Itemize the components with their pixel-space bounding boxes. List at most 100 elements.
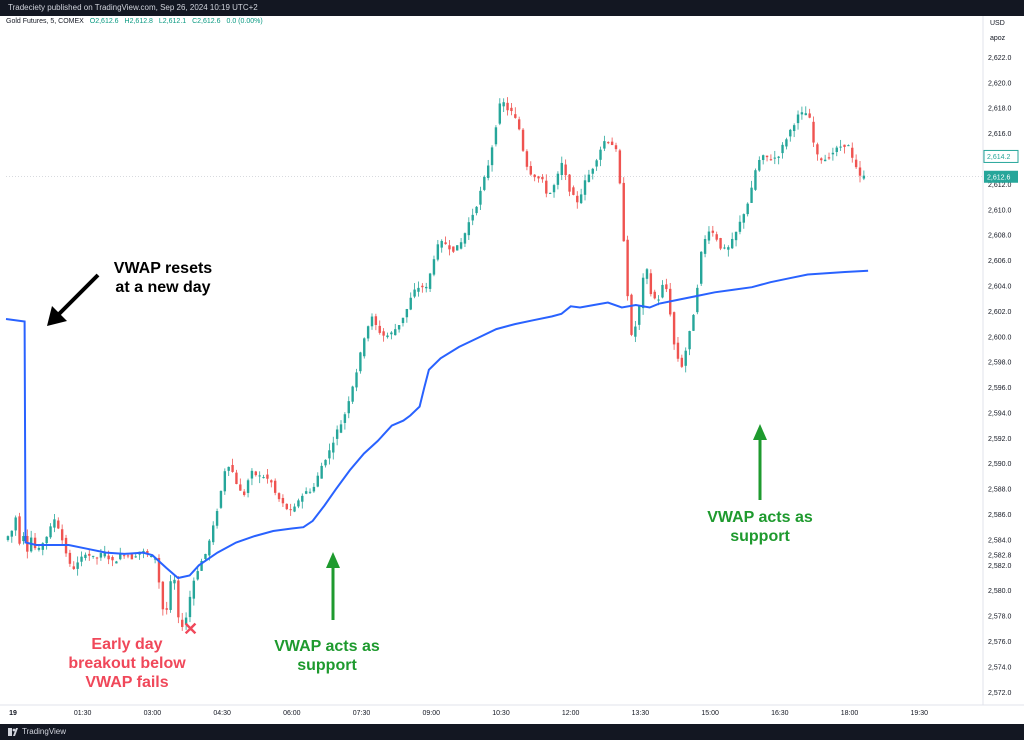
- candle-body: [529, 166, 532, 175]
- candle-body: [72, 566, 75, 570]
- candle-body: [792, 125, 796, 132]
- candle-body: [374, 316, 378, 325]
- candle-body: [277, 493, 281, 500]
- symbol-name: Gold Futures, 5, COMEX: [6, 18, 84, 25]
- candle-body: [91, 555, 95, 557]
- price-tick-label: 2,574.0: [988, 664, 1011, 671]
- candle-body: [37, 547, 41, 550]
- candle-body: [111, 556, 114, 561]
- candle-body: [843, 144, 846, 147]
- candle-body: [76, 562, 79, 569]
- footer-brand: TradingView: [22, 727, 67, 736]
- candle-body: [533, 174, 536, 178]
- black-arrow-shaft: [56, 273, 100, 317]
- candle-body: [614, 145, 618, 150]
- candle-body: [835, 147, 838, 153]
- legend-change: 0.0 (0.00%): [226, 18, 263, 25]
- time-tick-label: 06:00: [283, 710, 301, 717]
- candle-body: [177, 580, 180, 618]
- publish-bar: Tradeciety published on TradingView.com,…: [0, 0, 1024, 16]
- time-tick-label: 13:30: [632, 710, 650, 717]
- candle-body: [254, 471, 258, 476]
- candle-body: [239, 484, 242, 491]
- time-tick-label: 04:30: [213, 710, 231, 717]
- price-tick-label: 2,586.0: [988, 512, 1011, 519]
- candle-body: [45, 536, 48, 544]
- green-arrow-1-head: [326, 552, 340, 568]
- currency-label[interactable]: USD: [990, 20, 1005, 27]
- candle-body: [684, 350, 687, 366]
- candle-body: [738, 221, 742, 232]
- candle-body: [60, 529, 64, 541]
- legend-close: C2,612.6: [192, 18, 221, 25]
- candle-body: [564, 164, 567, 176]
- legend-low: L2,612.1: [158, 18, 187, 25]
- candle-body: [413, 289, 416, 297]
- candle-body: [715, 234, 718, 240]
- candle-body: [486, 165, 490, 178]
- breakout-line2: breakout below: [68, 655, 186, 672]
- candle-body: [390, 332, 393, 335]
- candle-body: [820, 158, 823, 161]
- candle-body: [494, 127, 498, 145]
- candle-body: [119, 553, 122, 560]
- candle-body: [769, 159, 773, 161]
- candle-body: [521, 129, 525, 151]
- candle-body: [304, 491, 308, 494]
- price-tick-label: 2,618.0: [988, 106, 1011, 113]
- candle-body: [831, 152, 835, 155]
- unit-label[interactable]: apoz: [990, 35, 1006, 42]
- candle-body: [746, 203, 749, 215]
- candle-body: [324, 459, 327, 466]
- symbol-legend[interactable]: Gold Futures, 5, COMEX O2,612.6 H2,612.8…: [6, 18, 263, 25]
- candle-body: [235, 472, 238, 485]
- candle-body: [552, 185, 556, 193]
- candle-body: [777, 156, 780, 158]
- candle-body: [417, 287, 420, 292]
- candle-body: [103, 552, 106, 557]
- candle-body: [579, 194, 583, 204]
- candle-body: [273, 480, 277, 493]
- candle-body: [196, 571, 199, 580]
- candle-body: [545, 180, 548, 194]
- candle-body: [95, 557, 99, 559]
- candle-body: [293, 506, 296, 512]
- candle-body: [696, 287, 699, 313]
- price-tick-label: 2,594.0: [988, 410, 1011, 417]
- high-price-label: 2,614.2: [987, 154, 1010, 161]
- candles: [6, 97, 866, 631]
- candle-body: [223, 471, 227, 492]
- candle-body: [6, 536, 10, 540]
- candle-body: [595, 160, 598, 167]
- candle-body: [370, 316, 374, 327]
- candle-body: [700, 251, 703, 284]
- candle-body: [270, 480, 273, 483]
- candle-body: [607, 142, 610, 144]
- candle-body: [754, 170, 757, 190]
- fail-x-mark: ✕: [183, 619, 199, 639]
- candle-body: [192, 580, 196, 599]
- time-tick-label: 19:30: [910, 710, 928, 717]
- candle-body: [359, 352, 362, 372]
- candle-body: [723, 247, 726, 249]
- candle-body: [680, 357, 684, 367]
- candle-body: [130, 554, 134, 560]
- candle-body: [641, 277, 645, 309]
- candle-body: [638, 306, 641, 325]
- candle-body: [409, 297, 412, 310]
- candle-body: [692, 314, 695, 331]
- candle-body: [730, 238, 734, 249]
- candle-body: [800, 112, 804, 115]
- candle-body: [804, 113, 807, 116]
- candle-body: [483, 176, 486, 190]
- candle-body: [626, 239, 629, 297]
- candle-body: [115, 561, 118, 564]
- price-tick-label: 2,598.0: [988, 360, 1011, 367]
- vwap-reset-note: VWAP resets at a new day: [88, 259, 238, 297]
- candle-body: [320, 465, 323, 479]
- candle-body: [572, 187, 575, 195]
- price-tick-label: 2,582.0: [988, 563, 1011, 570]
- price-tick-label: 2,572.0: [988, 690, 1011, 697]
- candle-body: [471, 214, 474, 221]
